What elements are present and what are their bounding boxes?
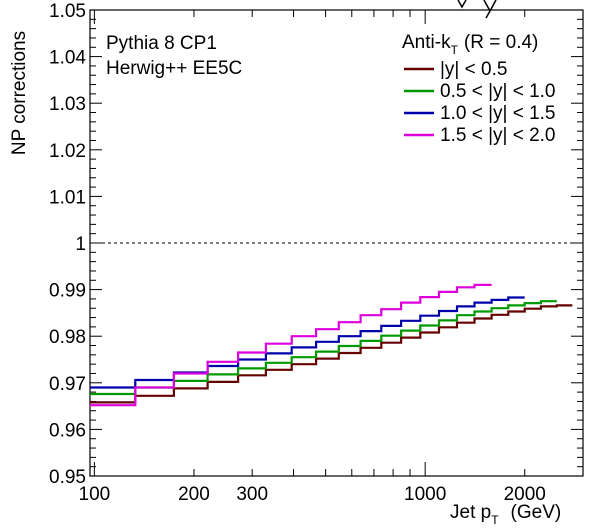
y-tick-label: 0.95	[49, 467, 86, 488]
y-tick-label: 0.96	[49, 420, 86, 441]
legend-title-main: Anti-k	[402, 32, 451, 53]
legend-label-4: 1.5 < |y| < 2.0	[440, 125, 556, 146]
y-axis-title: NP corrections	[9, 31, 30, 155]
legend-title-sub: T	[451, 43, 459, 57]
y-tick-label: 1.03	[49, 94, 86, 115]
legend-label-3: 1.0 < |y| < 1.5	[440, 103, 556, 124]
series-line-2	[90, 300, 557, 396]
series-line-3	[90, 296, 525, 389]
x-axis: 100 200 300 1000 2000	[79, 10, 584, 505]
x-tick-label: 2000	[504, 484, 546, 505]
y-tick-label: 1.01	[49, 187, 86, 208]
x-tick-label: 300	[236, 484, 268, 505]
generator-label-1: Pythia 8 CP1	[106, 33, 217, 54]
series-line-1	[90, 304, 573, 404]
legend-title-rest: (R = 0.4)	[464, 32, 538, 53]
generator-label-2: Herwig++ EE5C	[106, 58, 242, 79]
clipped-title-fragment	[457, 0, 497, 19]
x-axis-title-unit: (GeV)	[511, 502, 562, 523]
y-tick-label: 1.05	[49, 1, 86, 22]
y-axis: 0.95 0.96 0.97 0.98 0.99 1 1.01 1.02 1.03 1.04 1.0…	[49, 1, 583, 488]
x-tick-label: 200	[178, 484, 210, 505]
series-line-4	[90, 283, 492, 407]
legend-label-1: |y| < 0.5	[440, 59, 507, 80]
legend-title: Anti-kT (R = 0.4)	[402, 32, 538, 57]
x-axis-title: Jet pT (GeV)	[450, 502, 561, 527]
legend: Anti-kT (R = 0.4) |y| < 0.50.5 < |y| < 1.…	[402, 32, 556, 146]
y-tick-label: 0.99	[49, 281, 86, 302]
y-tick-label: 0.98	[49, 327, 86, 348]
x-axis-title-main: Jet p	[450, 502, 491, 523]
x-tick-label: 1000	[404, 484, 446, 505]
y-tick-label: 0.97	[49, 374, 86, 395]
y-tick-label: 1.02	[49, 141, 86, 162]
series-group	[90, 283, 573, 407]
x-tick-label: 100	[79, 484, 111, 505]
y-tick-label: 1	[75, 234, 86, 255]
y-tick-label: 1.04	[49, 48, 86, 69]
x-axis-title-sub: T	[491, 513, 499, 527]
legend-label-2: 0.5 < |y| < 1.0	[440, 81, 556, 102]
